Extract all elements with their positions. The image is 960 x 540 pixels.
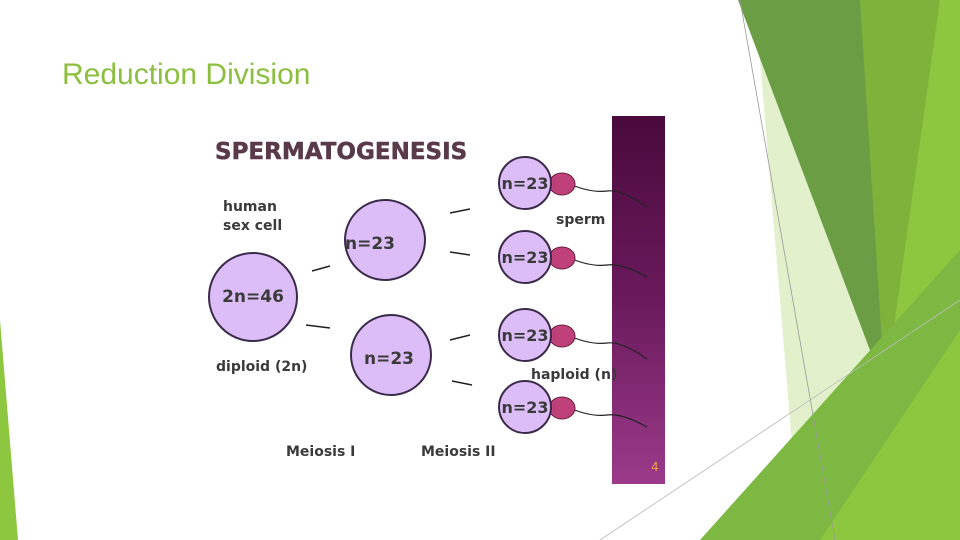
cell-label: n=23	[345, 234, 395, 254]
deco-line	[739, 0, 836, 540]
cell	[498, 230, 552, 284]
purple-bar	[612, 116, 665, 484]
diagram-heading: SPERMATOGENESIS	[215, 139, 467, 165]
sperm-tail	[571, 184, 648, 208]
slide-title: Reduction Division	[62, 58, 310, 91]
cell-label: n=23	[501, 174, 548, 193]
cell-label: n=23	[501, 398, 548, 417]
sperm-tail	[571, 258, 648, 278]
deco-line	[599, 299, 960, 540]
label: diploid (2n)	[216, 359, 307, 375]
cell	[208, 252, 298, 342]
deco-left	[0, 320, 18, 540]
sperm-head	[548, 324, 576, 348]
sperm-head	[548, 396, 576, 420]
cell-label: n=23	[501, 326, 548, 345]
sperm-tail	[571, 336, 648, 360]
label: human	[223, 199, 277, 215]
cell-label: n=23	[364, 349, 414, 369]
cell	[498, 156, 552, 210]
cell	[344, 199, 426, 281]
sperm-tail	[571, 408, 648, 428]
sperm-head	[548, 246, 576, 270]
label: sex cell	[223, 218, 282, 234]
arrow	[449, 334, 471, 341]
arrow	[451, 380, 473, 386]
label: Meiosis II	[421, 444, 496, 460]
cell-label: 2n=46	[222, 287, 284, 307]
label: haploid (n)	[531, 367, 617, 383]
arrow	[449, 208, 471, 214]
deco-mid	[860, 0, 940, 390]
label: sperm	[556, 212, 605, 228]
page-number: 4	[651, 460, 659, 474]
meiosis2: n=23 n=23 n=23 n=23	[498, 156, 648, 434]
deco-bottom2	[820, 330, 960, 540]
arrow	[449, 251, 471, 256]
cell	[350, 314, 432, 396]
deco-dark	[738, 0, 885, 390]
cell	[498, 308, 552, 362]
label: Meiosis I	[286, 444, 355, 460]
diagram: 4 SPERMATOGENESIS human sex cell 2n=46 d…	[200, 115, 665, 485]
arrow	[305, 324, 331, 329]
cell	[498, 380, 552, 434]
cell-label: n=23	[501, 248, 548, 267]
sperm-head	[548, 172, 576, 196]
arrow	[311, 265, 331, 272]
